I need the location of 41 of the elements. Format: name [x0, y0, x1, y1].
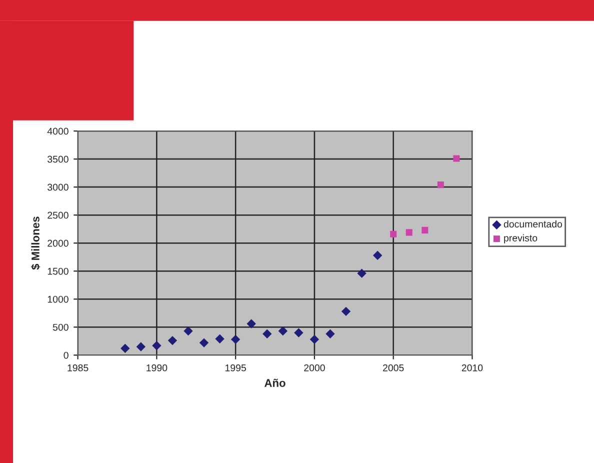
point	[230, 334, 240, 344]
y-tick-label: 3000	[48, 184, 68, 191]
point	[437, 182, 444, 188]
x-axis-title: Año	[264, 378, 286, 387]
point	[453, 155, 460, 162]
y-tick-label: 2500	[48, 212, 68, 219]
y-tick-label: 500	[52, 324, 68, 331]
point	[390, 230, 397, 238]
legend-label: documentado	[504, 220, 562, 228]
y-tick-label: 4000	[47, 128, 68, 135]
y-tick-label: 1000	[48, 296, 68, 303]
point	[278, 326, 288, 336]
x-tick-label: 1995	[226, 364, 246, 372]
point	[357, 268, 366, 278]
x-tick-label: 2010	[462, 364, 483, 372]
x-tick-label: 1985	[68, 364, 88, 372]
y-tick-label: 0	[64, 352, 68, 359]
y-tick-label: 2000	[48, 240, 68, 247]
point	[406, 229, 412, 236]
y-tick-label: 1500	[48, 268, 68, 275]
point	[294, 328, 304, 338]
point	[246, 319, 256, 328]
point	[372, 250, 382, 260]
y-axis-title: $ Millones	[31, 216, 40, 270]
point	[136, 342, 146, 352]
point	[262, 329, 272, 338]
point	[168, 336, 178, 346]
point	[120, 344, 130, 354]
point	[215, 334, 224, 344]
legend-label: previsto	[504, 234, 538, 244]
x-tick-label: 1990	[146, 364, 168, 372]
point	[152, 340, 162, 350]
point	[341, 306, 351, 316]
point	[310, 334, 320, 344]
y-tick-label: 3500	[48, 156, 68, 163]
point	[422, 226, 428, 234]
point	[184, 326, 193, 336]
x-tick-label: 2000	[304, 364, 325, 372]
x-tick-label: 2005	[383, 364, 404, 372]
point	[326, 329, 335, 338]
point	[199, 338, 209, 348]
